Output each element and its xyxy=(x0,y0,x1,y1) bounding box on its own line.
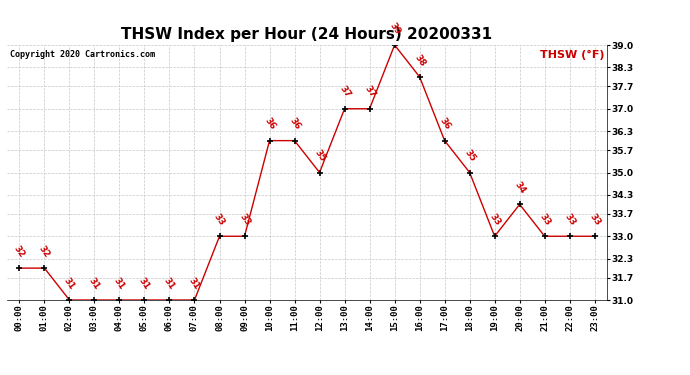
Text: 33: 33 xyxy=(538,212,552,227)
Text: 37: 37 xyxy=(337,84,352,100)
Text: 36: 36 xyxy=(287,116,302,132)
Title: THSW Index per Hour (24 Hours) 20200331: THSW Index per Hour (24 Hours) 20200331 xyxy=(121,27,493,42)
Text: 34: 34 xyxy=(513,180,527,195)
Text: 33: 33 xyxy=(587,212,602,227)
Text: THSW (°F): THSW (°F) xyxy=(540,50,604,60)
Text: 31: 31 xyxy=(162,276,177,291)
Text: 33: 33 xyxy=(213,212,227,227)
Text: 32: 32 xyxy=(37,244,52,259)
Text: 33: 33 xyxy=(562,212,577,227)
Text: 36: 36 xyxy=(437,116,452,132)
Text: 31: 31 xyxy=(87,276,101,291)
Text: 31: 31 xyxy=(137,276,152,291)
Text: 33: 33 xyxy=(237,212,252,227)
Text: 33: 33 xyxy=(487,212,502,227)
Text: 39: 39 xyxy=(387,21,402,36)
Text: 32: 32 xyxy=(12,244,27,259)
Text: 31: 31 xyxy=(62,276,77,291)
Text: 31: 31 xyxy=(112,276,127,291)
Text: 31: 31 xyxy=(187,276,201,291)
Text: 35: 35 xyxy=(462,148,477,164)
Text: 38: 38 xyxy=(413,53,427,68)
Text: 35: 35 xyxy=(313,148,327,164)
Text: 36: 36 xyxy=(262,116,277,132)
Text: Copyright 2020 Cartronics.com: Copyright 2020 Cartronics.com xyxy=(10,50,155,59)
Text: 37: 37 xyxy=(362,84,377,100)
